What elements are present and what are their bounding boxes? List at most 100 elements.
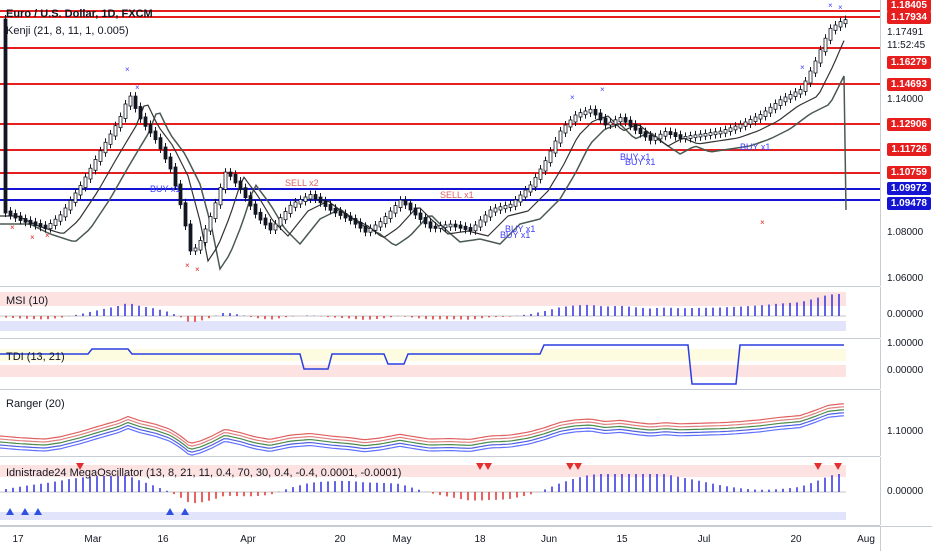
candle-body bbox=[13, 213, 18, 219]
main-price-scale[interactable]: 1.18405 1.17934 1.17491 11:52:45 1.16279… bbox=[880, 0, 932, 286]
candle-body bbox=[238, 180, 243, 191]
candle-body bbox=[788, 94, 793, 100]
candle-body bbox=[733, 125, 738, 131]
candle-body bbox=[83, 176, 88, 188]
time-tick: 16 bbox=[157, 534, 169, 545]
candle-body bbox=[43, 224, 48, 230]
candle-body bbox=[158, 137, 163, 150]
candle-body bbox=[188, 223, 193, 252]
candle-body bbox=[773, 103, 778, 110]
ranger-band-line bbox=[0, 406, 845, 447]
candle-body bbox=[783, 96, 788, 103]
candle-body bbox=[598, 112, 603, 121]
ranger-bands bbox=[0, 403, 845, 456]
msi-scale[interactable]: 0.00000 bbox=[880, 287, 932, 338]
candle-body bbox=[448, 223, 453, 228]
candle-body bbox=[503, 205, 508, 210]
candle-body bbox=[93, 159, 98, 171]
candle-body bbox=[493, 207, 498, 213]
candle-body bbox=[473, 224, 478, 232]
scale-tick: 1.14000 bbox=[887, 94, 924, 105]
signal-marker: × bbox=[45, 231, 50, 240]
candle-body bbox=[248, 195, 253, 207]
mega-oscillator-pane[interactable]: Idnistrade24 MegaOscillator (13, 8, 21, … bbox=[0, 457, 880, 526]
candle-body bbox=[453, 223, 458, 228]
candle-body bbox=[383, 216, 388, 225]
tdi-pane[interactable]: TDI (13, 21) bbox=[0, 339, 880, 390]
signal-label: BUY x1 bbox=[150, 184, 180, 194]
tdi-signal-line bbox=[0, 344, 844, 385]
sell-arrow-icon bbox=[484, 463, 492, 470]
tdi-scale[interactable]: 1.00000 0.00000 bbox=[880, 338, 932, 389]
candle-body bbox=[533, 176, 538, 188]
candle-body bbox=[363, 225, 368, 233]
scale-tick: 1.08000 bbox=[887, 227, 924, 238]
candle-body bbox=[658, 133, 663, 140]
price-tag: 1.14693 bbox=[886, 78, 931, 91]
signal-label: BUY x1 bbox=[625, 157, 655, 167]
msi-pane[interactable]: MSI (10) bbox=[0, 287, 880, 339]
candle-body bbox=[268, 222, 273, 231]
mega-histogram bbox=[0, 463, 846, 520]
candle-body bbox=[548, 150, 553, 164]
scale-tick: 0.00000 bbox=[887, 486, 924, 497]
time-axis[interactable]: 17 Mar 16 Apr 20 May 18 Jun 15 Jul 20 Au… bbox=[0, 526, 880, 551]
candle-body bbox=[738, 123, 743, 129]
candle-body bbox=[828, 27, 833, 41]
candle-body bbox=[263, 217, 268, 226]
candle-body bbox=[753, 116, 758, 122]
candle-body bbox=[368, 227, 373, 233]
candle-body bbox=[628, 119, 633, 127]
candle-body bbox=[723, 129, 728, 134]
candle-body bbox=[498, 206, 503, 211]
candle-body bbox=[408, 202, 413, 211]
ranger-band-line bbox=[0, 409, 845, 450]
candle-body bbox=[748, 119, 753, 125]
sell-arrow-icon bbox=[834, 463, 842, 470]
candle-body bbox=[118, 116, 123, 129]
candle-body bbox=[343, 213, 348, 219]
time-tick: 18 bbox=[474, 534, 486, 545]
candle-body bbox=[168, 156, 173, 170]
signal-marker: × bbox=[195, 265, 200, 274]
candle-body bbox=[683, 135, 688, 139]
main-chart-pane[interactable]: × × × × × × × × × × × × × BUY x1 SELL x2 SELL x1 BUY x1 B… bbox=[0, 0, 880, 287]
candle-body bbox=[833, 24, 838, 31]
tdi-line bbox=[0, 344, 846, 385]
candle-body bbox=[403, 199, 408, 206]
candle-body bbox=[33, 221, 38, 226]
tdi-band bbox=[0, 349, 846, 361]
time-tick: Jul bbox=[697, 534, 711, 545]
sell-arrow-icon bbox=[476, 463, 484, 470]
signal-marker: × bbox=[10, 223, 15, 232]
ranger-band-line bbox=[0, 403, 845, 444]
candle-body bbox=[668, 131, 673, 136]
mega-lower-zone bbox=[0, 512, 846, 520]
candle-body bbox=[698, 133, 703, 138]
symbol-title: Euro / U.S. Dollar, 1D, FXCM bbox=[6, 8, 153, 20]
candle-body bbox=[483, 214, 488, 223]
signal-label: SELL x1 bbox=[440, 190, 474, 200]
candle-body bbox=[623, 117, 628, 123]
ranger-scale[interactable]: 1.10000 bbox=[880, 390, 932, 456]
candle-body bbox=[203, 228, 208, 243]
candle-body bbox=[213, 202, 218, 219]
candle-body bbox=[73, 192, 78, 203]
candle-body bbox=[113, 125, 118, 137]
candle-body bbox=[323, 200, 328, 207]
time-tick: Aug bbox=[857, 534, 875, 545]
signal-marker: × bbox=[125, 65, 130, 74]
time-tick: 17 bbox=[12, 534, 24, 545]
signal-marker: × bbox=[800, 63, 805, 72]
mega-scale[interactable]: 0.00000 bbox=[880, 457, 932, 525]
candle-body bbox=[803, 80, 808, 92]
sell-arrow-icon bbox=[566, 463, 574, 470]
candle-body bbox=[808, 70, 813, 84]
candle-body bbox=[253, 203, 258, 215]
candle-body bbox=[258, 211, 263, 221]
candle-body bbox=[8, 210, 13, 216]
candle-body bbox=[578, 112, 583, 118]
candle-body bbox=[678, 134, 683, 140]
ranger-pane[interactable]: Ranger (20) bbox=[0, 390, 880, 457]
